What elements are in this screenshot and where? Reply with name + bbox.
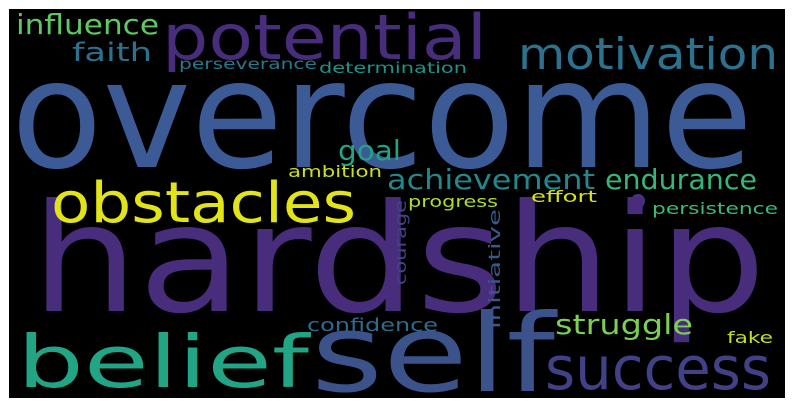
word-initiative: initiative [485, 209, 504, 329]
word-success: success [545, 334, 771, 398]
word-self: self [311, 292, 559, 398]
word-potential: potential [162, 9, 487, 74]
word-struggle: struggle [555, 308, 693, 341]
word-determination: determination [319, 59, 467, 77]
word-ambition: ambition [288, 162, 382, 181]
word-obstacles: obstacles [51, 171, 356, 236]
dot [631, 194, 645, 208]
word-courage: courage [391, 200, 410, 285]
word-effort: effort [531, 187, 597, 206]
word-fake: fake [727, 328, 773, 347]
word-influence: influence [16, 9, 159, 41]
word-perseverance: perseverance [179, 55, 317, 73]
word-faith: faith [72, 38, 152, 68]
word-motivation: motivation [518, 29, 778, 80]
word-hardship: hardship [31, 173, 766, 347]
word-cloud-canvas: overcome hardship potential motivation o… [11, 9, 778, 398]
word-achievement: achievement [387, 163, 595, 196]
word-endurance: endurance [605, 163, 757, 196]
word-belief: belief [17, 320, 311, 398]
word-cloud: overcome hardship potential motivation o… [9, 9, 785, 398]
word-goal: goal [338, 134, 401, 167]
word-progress: progress [408, 192, 498, 211]
word-persistence: persistence [652, 199, 778, 218]
word-confidence: confidence [307, 315, 438, 336]
word-overcome: overcome [11, 29, 753, 203]
